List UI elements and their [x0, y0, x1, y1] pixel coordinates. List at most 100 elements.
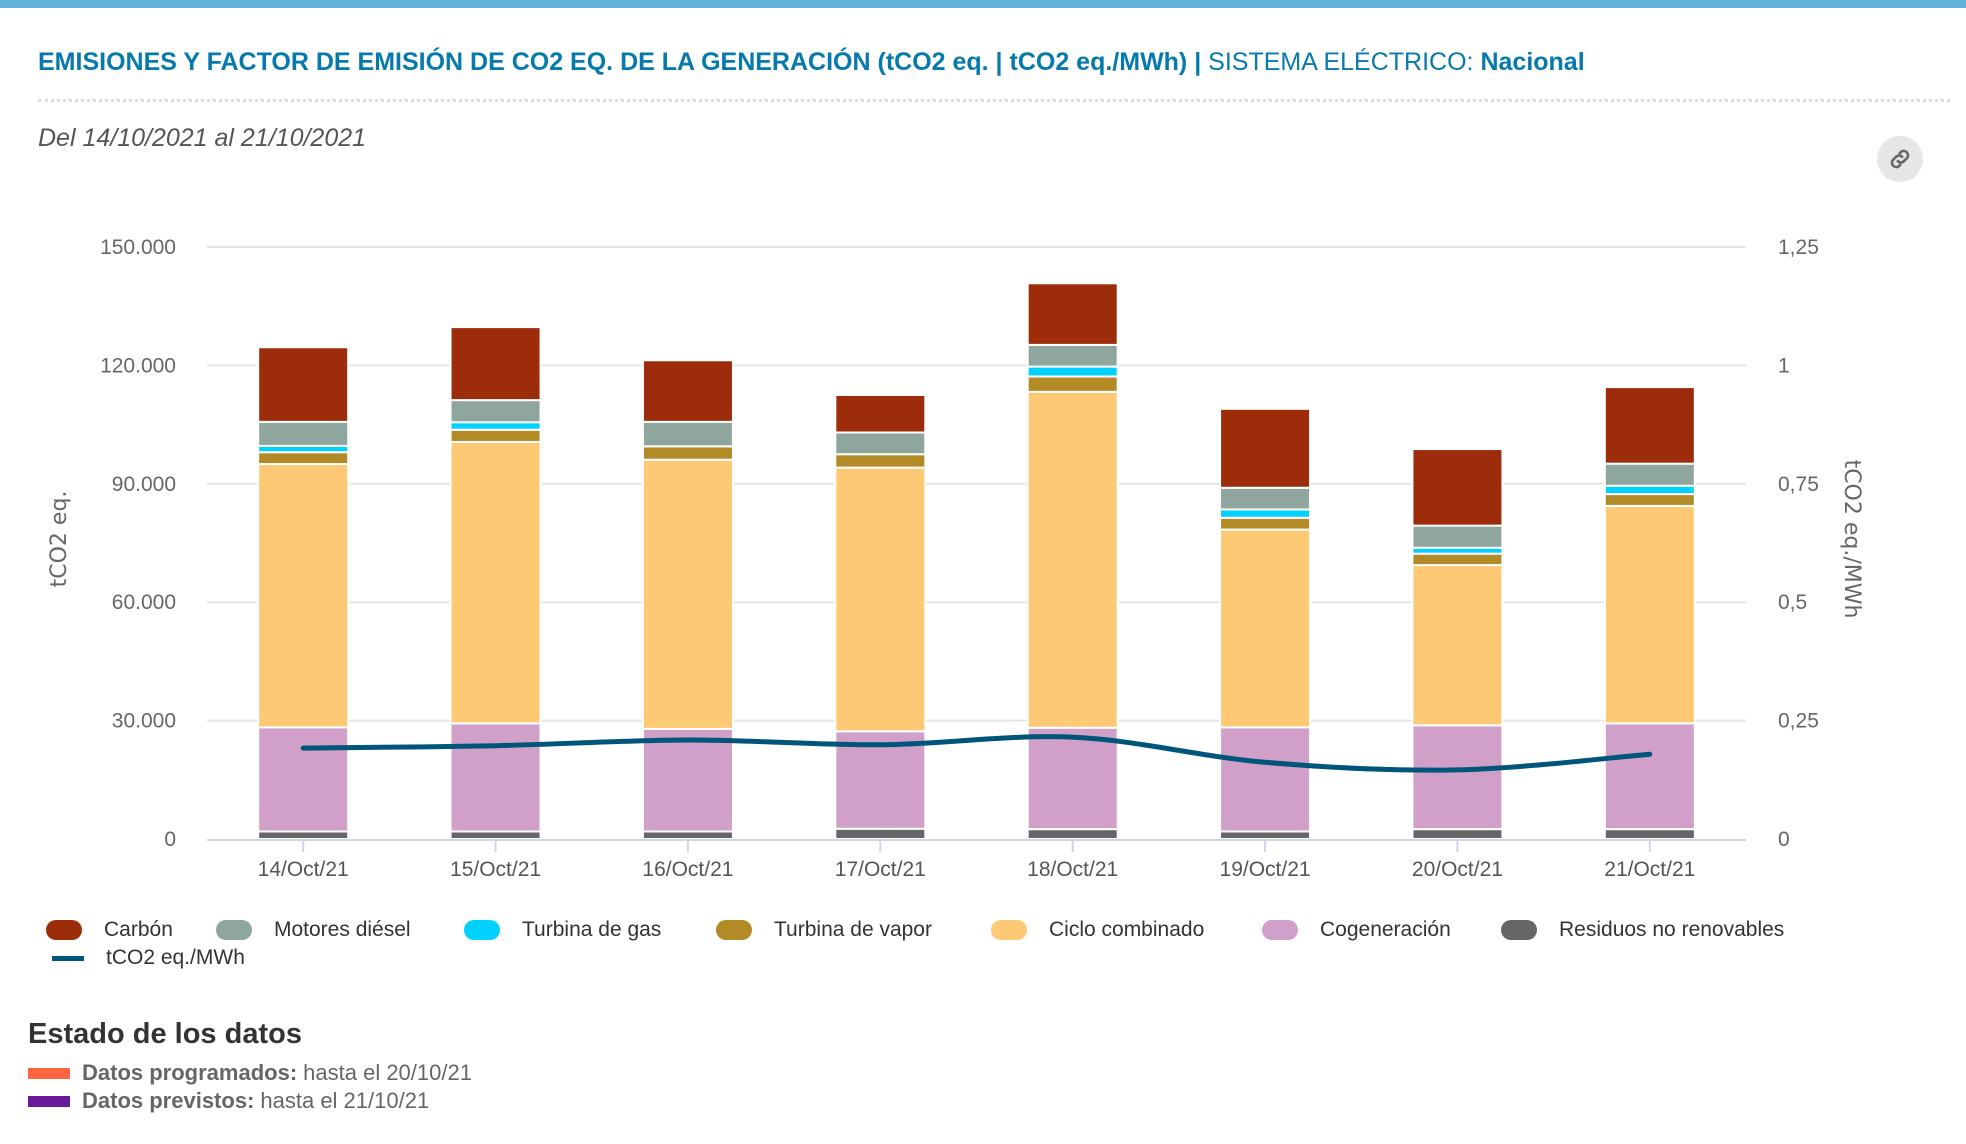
bar-segment-carb-n[interactable] — [641, 359, 734, 423]
bar-segment-turbina-de-vapor[interactable] — [1026, 375, 1119, 393]
bar-segment-motores-di-sel[interactable] — [257, 420, 350, 447]
legend-item[interactable]: Cogeneración — [1262, 918, 1451, 942]
bar-segment-residuos-no-renovables[interactable] — [1219, 830, 1312, 841]
x-tick-label: 17/Oct/21 — [835, 858, 926, 881]
legend-line-swatch — [52, 955, 84, 961]
bar-segment-turbina-de-vapor[interactable] — [1603, 493, 1696, 507]
bar-segment-motores-di-sel[interactable] — [449, 399, 542, 424]
y2-tick-label: 0,75 — [1778, 473, 1819, 496]
status-value: hasta el 20/10/21 — [303, 1060, 472, 1085]
bar-segment-residuos-no-renovables[interactable] — [834, 827, 927, 840]
legend-item[interactable]: Carbón — [46, 918, 173, 942]
legend-item[interactable]: Turbina de gas — [464, 918, 661, 942]
emission-factor-line[interactable] — [300, 734, 1653, 773]
bar-segment-cogeneraci-n[interactable] — [257, 726, 350, 833]
top-accent-bar — [0, 0, 1966, 8]
bar-segment-turbina-de-vapor[interactable] — [1219, 516, 1312, 531]
bar-segment-cogeneraci-n[interactable] — [1219, 726, 1312, 833]
bar-segment-residuos-no-renovables[interactable] — [1411, 828, 1504, 841]
bar-segment-turbina-de-vapor[interactable] — [257, 451, 350, 466]
bar-segment-carb-n[interactable] — [1026, 282, 1119, 346]
link-button[interactable] — [1877, 136, 1923, 182]
y-tick-label: 90.000 — [112, 473, 176, 496]
y2-tick-label: 0,5 — [1778, 591, 1807, 614]
x-tick-label: 14/Oct/21 — [258, 858, 349, 881]
y-tick-label: 150.000 — [100, 236, 176, 259]
bar-segment-ciclo-combinado[interactable] — [1411, 564, 1504, 727]
title-system-value: Nacional — [1480, 48, 1585, 76]
bar-segment-ciclo-combinado[interactable] — [834, 466, 927, 733]
bar-segment-ciclo-combinado[interactable] — [257, 463, 350, 729]
legend-item[interactable]: Turbina de vapor — [716, 918, 932, 942]
y-axis-title: tCO2 eq. — [47, 491, 72, 588]
bar-segment-ciclo-combinado[interactable] — [1603, 504, 1696, 725]
bar-segment-turbina-de-gas[interactable] — [1603, 484, 1696, 496]
legend-swatch — [216, 920, 252, 940]
link-icon — [1890, 149, 1910, 169]
bar-segment-ciclo-combinado[interactable] — [1026, 390, 1119, 729]
y2-axis-title: tCO2 eq./MWh — [1839, 460, 1864, 619]
title-system-label: SISTEMA ELÉCTRICO: — [1208, 48, 1474, 76]
y2-tick-label: 0,25 — [1778, 710, 1819, 733]
legend-swatch — [716, 920, 752, 940]
bar-segment-carb-n[interactable] — [449, 326, 542, 402]
bar-segment-turbina-de-vapor[interactable] — [641, 445, 734, 461]
bar-segment-turbina-de-vapor[interactable] — [1411, 552, 1504, 567]
bar-segment-carb-n[interactable] — [257, 346, 350, 423]
y-tick-label: 60.000 — [112, 591, 176, 614]
bar-segment-residuos-no-renovables[interactable] — [641, 830, 734, 841]
legend-label: Motores diésel — [274, 918, 411, 941]
status-swatch — [28, 1067, 70, 1079]
bar-segment-motores-di-sel[interactable] — [1603, 462, 1696, 487]
bar-segment-residuos-no-renovables[interactable] — [1603, 828, 1696, 841]
y2-tick-label: 0 — [1778, 828, 1790, 851]
x-tick-label: 16/Oct/21 — [642, 858, 733, 881]
bar-segment-turbina-de-gas[interactable] — [1219, 508, 1312, 519]
bar-segment-cogeneraci-n[interactable] — [449, 722, 542, 833]
bar-segment-ciclo-combinado[interactable] — [641, 458, 734, 730]
legend-swatch — [1262, 920, 1298, 940]
bar-segment-turbina-de-vapor[interactable] — [449, 428, 542, 443]
bar-segment-ciclo-combinado[interactable] — [449, 440, 542, 725]
bar-segment-carb-n[interactable] — [1219, 407, 1312, 489]
legend-label: tCO2 eq./MWh — [106, 946, 245, 969]
legend-label: Residuos no renovables — [1559, 918, 1785, 941]
x-tick-label: 18/Oct/21 — [1027, 858, 1118, 881]
legend-swatch — [46, 920, 82, 940]
bar-segment-turbina-de-vapor[interactable] — [834, 453, 927, 469]
status-value: hasta el 21/10/21 — [260, 1088, 430, 1113]
bar-segment-cogeneraci-n[interactable] — [1411, 724, 1504, 831]
bar-segment-motores-di-sel[interactable] — [1411, 524, 1504, 549]
emissions-chart: 0 0 30.000 0,25 60.000 0,5 90.000 0,75 120.000 1 1… — [47, 236, 1864, 881]
y-tick-label: 30.000 — [112, 710, 176, 733]
bar-segment-carb-n[interactable] — [1603, 386, 1696, 465]
legend-item[interactable]: Residuos no renovables — [1501, 918, 1784, 942]
bar-segment-cogeneraci-n[interactable] — [1603, 722, 1696, 831]
bar-segment-residuos-no-renovables[interactable] — [257, 830, 350, 841]
bar-segment-motores-di-sel[interactable] — [641, 420, 734, 448]
bar-segment-carb-n[interactable] — [1411, 448, 1504, 527]
bar-segment-motores-di-sel[interactable] — [1026, 343, 1119, 368]
status-programados: Datos programados: hasta el 20/10/21 — [28, 1060, 472, 1086]
y-tick-label: 0 — [164, 828, 176, 851]
y-tick-label: 120.000 — [100, 354, 176, 377]
y2-tick-label: 1,25 — [1778, 236, 1819, 259]
bar-segment-carb-n[interactable] — [834, 394, 927, 434]
x-tick-label: 20/Oct/21 — [1412, 858, 1503, 881]
bar-segment-turbina-de-gas[interactable] — [1026, 365, 1119, 378]
bar-segment-turbina-de-gas[interactable] — [449, 421, 542, 431]
bar-segment-cogeneraci-n[interactable] — [641, 727, 734, 833]
legend-item[interactable]: Motores diésel — [216, 918, 411, 942]
bar-segment-motores-di-sel[interactable] — [834, 431, 927, 456]
bar-segment-cogeneraci-n[interactable] — [834, 730, 927, 830]
status-label: Datos programados: — [82, 1060, 298, 1085]
bar-segment-ciclo-combinado[interactable] — [1219, 528, 1312, 729]
bar-segment-residuos-no-renovables[interactable] — [449, 830, 542, 841]
bar-segment-residuos-no-renovables[interactable] — [1026, 828, 1119, 841]
legend-swatch — [991, 920, 1027, 940]
bar-segment-motores-di-sel[interactable] — [1219, 486, 1312, 511]
bar-segment-cogeneraci-n[interactable] — [1026, 726, 1119, 831]
legend-item[interactable]: tCO2 eq./MWh — [52, 946, 245, 970]
legend-item[interactable]: Ciclo combinado — [991, 918, 1204, 942]
legend-label: Ciclo combinado — [1049, 918, 1205, 941]
